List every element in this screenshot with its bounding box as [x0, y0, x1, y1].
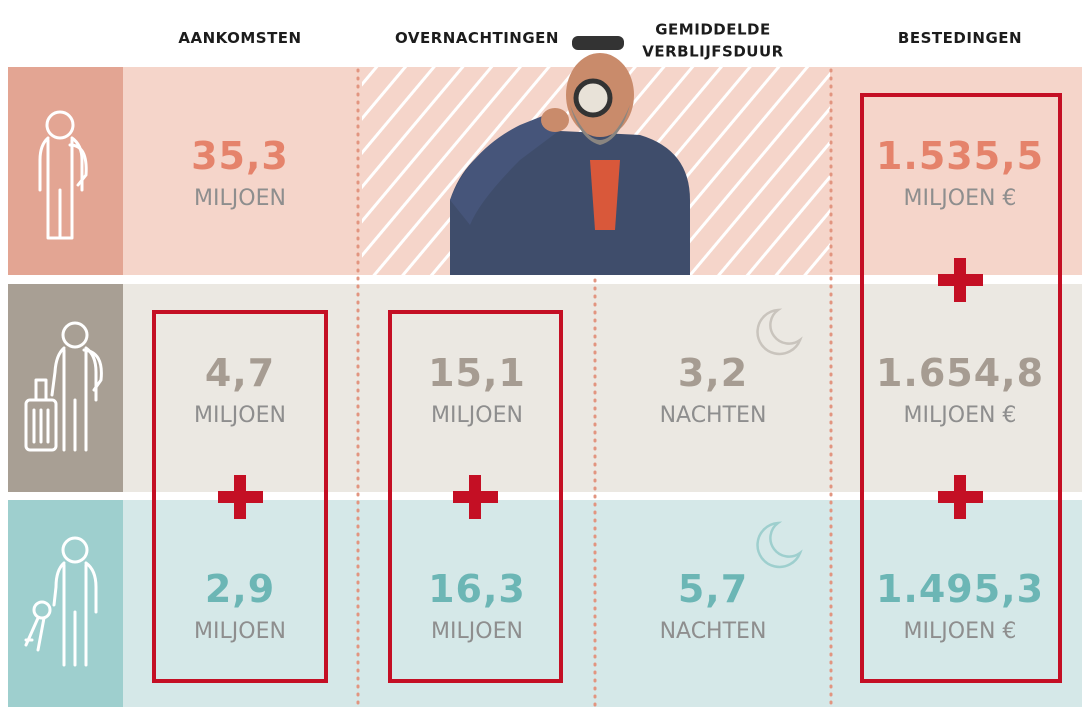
cell-unit: MILJOEN: [194, 186, 286, 211]
cell-value: 3,2: [678, 351, 748, 395]
cell-value: 2,9: [205, 567, 275, 611]
cell-value: 35,3: [191, 134, 289, 178]
cell-unit: NACHTEN: [660, 403, 767, 428]
column-header: OVERNACHTINGEN: [395, 29, 559, 47]
cell-unit: MILJOEN: [194, 619, 286, 644]
cell-value: 15,1: [428, 351, 526, 395]
cell-unit: MILJOEN €: [904, 403, 1017, 428]
cell-unit: NACHTEN: [660, 619, 767, 644]
cell-value: 16,3: [428, 567, 526, 611]
column-header: GEMIDDELDE: [655, 21, 770, 39]
cell-value: 5,7: [678, 567, 748, 611]
cell-unit: MILJOEN: [194, 403, 286, 428]
column-header: AANKOMSTEN: [178, 29, 301, 47]
cell-value: 1.654,8: [876, 351, 1044, 395]
cell-unit: MILJOEN: [431, 619, 523, 644]
cell-value: 1.495,3: [876, 567, 1044, 611]
icon-cell: [8, 67, 123, 275]
cell-value: 1.535,5: [876, 134, 1044, 178]
cell-unit: MILJOEN €: [904, 186, 1017, 211]
column-header: BESTEDINGEN: [898, 29, 1022, 47]
cell-unit: MILJOEN €: [904, 619, 1017, 644]
cell-unit: MILJOEN: [431, 403, 523, 428]
infographic: AANKOMSTEN OVERNACHTINGEN GEMIDDELDE VERBLI…: [0, 0, 1082, 707]
column-header: VERBLIJFSDUUR: [642, 43, 783, 61]
cell-value: 4,7: [205, 351, 275, 395]
